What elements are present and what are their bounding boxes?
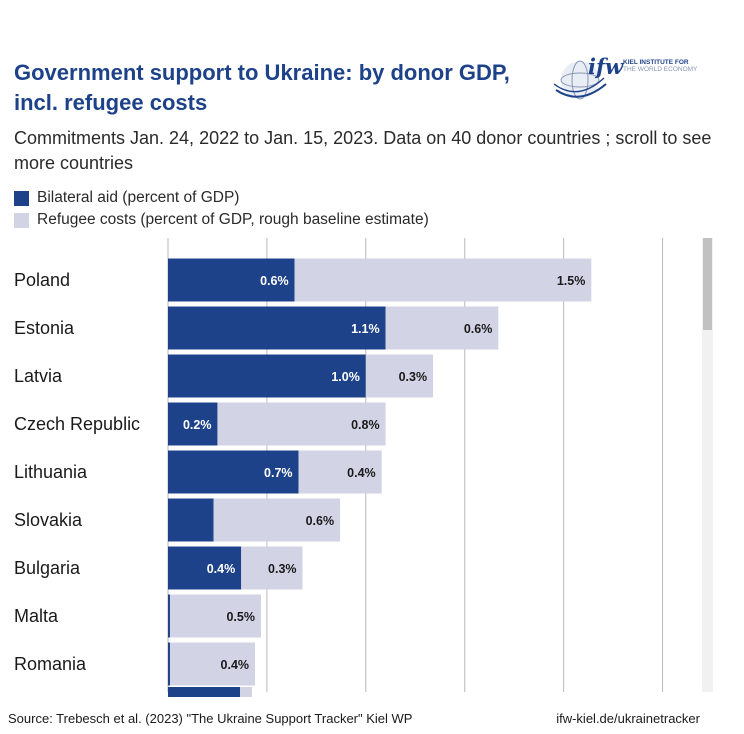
tracker-link[interactable]: ifw-kiel.de/ukrainetracker [556,711,700,726]
legend: Bilateral aid (percent of GDP) Refugee c… [14,187,429,231]
bar-refugee[interactable] [298,450,382,494]
scrollbar-thumb[interactable] [703,238,712,330]
data-label: 1.1% [351,322,380,336]
data-label: 0.4% [347,466,376,480]
chart-subtitle: Commitments Jan. 24, 2022 to Jan. 15, 20… [14,128,712,173]
logo-line1: KIEL INSTITUTE FOR [623,59,689,66]
bar-refugee[interactable] [217,402,386,446]
bar-refugee[interactable] [169,594,261,638]
data-label: 0.4% [207,562,236,576]
legend-swatch-refugee [14,212,29,228]
bar-bilateral[interactable] [168,642,170,686]
category-label: Slovakia [14,510,83,530]
data-label: 0.7% [264,466,293,480]
legend-swatch-bilateral [14,190,29,206]
category-label: Czech Republic [14,414,140,434]
bar-chart: Poland 0.6% 1.5% Estonia 1.1% 0.6% Latvia 1.0% 0… [14,238,664,697]
legend-item-refugee: Refugee costs (percent of GDP, rough bas… [14,209,429,231]
bar-bilateral[interactable] [168,354,366,398]
bar-bilateral[interactable] [168,450,299,494]
ifw-logo: ifw KIEL INSTITUTE FOR THE WORLD ECONOMY [550,50,720,110]
chart-title: Government support to Ukraine: by donor … [14,60,510,115]
footer-mask [520,692,744,702]
category-label: Romania [14,654,87,674]
category-label: Lithuania [14,462,88,482]
legend-label-refugee: Refugee costs (percent of GDP, rough bas… [37,211,429,228]
data-label: 0.8% [351,418,380,432]
bar-refugee[interactable] [213,498,341,542]
bar-bilateral[interactable] [168,498,214,542]
bar-refugee[interactable] [241,546,303,590]
data-label: 0.6% [464,322,493,336]
category-label: Bulgaria [14,558,81,578]
globe-icon [553,60,607,100]
bar-bilateral[interactable] [168,258,295,302]
data-label: 0.6% [306,514,335,528]
bar-refugee[interactable] [365,354,434,398]
bar-bilateral-partial [168,687,240,697]
bar-refugee[interactable] [169,642,256,686]
chart-scrollbar[interactable] [702,238,713,692]
bar-bilateral[interactable] [168,594,170,638]
bar-refugee[interactable] [385,306,499,350]
data-label: 0.6% [260,274,289,288]
data-label: 0.4% [221,658,250,672]
category-label: Poland [14,270,70,290]
logo-line2: THE WORLD ECONOMY [623,66,698,73]
data-label: 0.2% [183,418,212,432]
source-note: Source: Trebesch et al. (2023) "The Ukra… [8,711,413,726]
bar-bilateral[interactable] [168,306,386,350]
bar-bilateral[interactable] [168,402,218,446]
bar-refugee[interactable] [294,258,592,302]
data-label: 0.5% [226,610,255,624]
data-label: 1.0% [331,370,360,384]
legend-item-bilateral: Bilateral aid (percent of GDP) [14,187,429,209]
legend-label-bilateral: Bilateral aid (percent of GDP) [37,189,240,206]
data-label: 0.3% [268,562,297,576]
category-label: Estonia [14,318,75,338]
data-label: 0.3% [399,370,428,384]
category-label: Malta [14,606,59,626]
bar-refugee-partial [240,687,252,697]
data-label: 1.5% [557,274,586,288]
category-label: Latvia [14,366,63,386]
logo-text: KIEL INSTITUTE FOR THE WORLD ECONOMY [623,59,718,73]
bar-bilateral[interactable] [168,546,242,590]
logo-mark: ifw [588,54,624,79]
